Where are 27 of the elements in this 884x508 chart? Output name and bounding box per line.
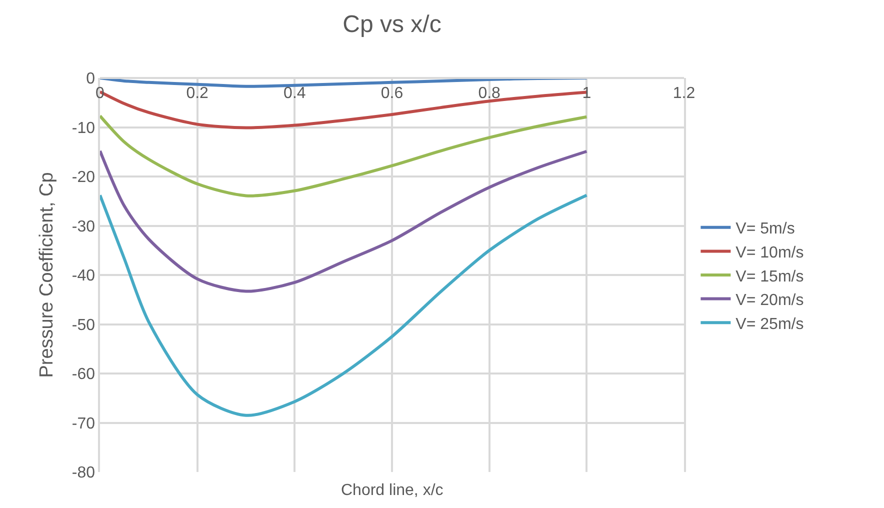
- y-tick-label: -10: [72, 120, 96, 137]
- y-tick-label: -80: [72, 464, 96, 482]
- legend-label: V= 5m/s: [736, 220, 795, 238]
- line-series: [100, 78, 588, 88]
- y-tick-label: -20: [72, 169, 96, 186]
- chart-title: Cp vs x/c: [342, 11, 442, 38]
- line-series: [100, 194, 588, 417]
- y-tick-label: -70: [72, 415, 96, 432]
- line-series: [100, 149, 588, 293]
- y-tick-label: 0: [86, 70, 96, 88]
- legend-label: V= 15m/s: [736, 268, 804, 286]
- x-tick-label: 1: [582, 84, 592, 102]
- x-tick-label: 0.8: [478, 84, 501, 102]
- legend-label: V= 25m/s: [736, 316, 804, 333]
- legend-label: V= 20m/s: [736, 292, 804, 310]
- x-tick-label: 1.2: [672, 84, 696, 102]
- line-series: [100, 114, 588, 198]
- x-tick-label: 0.6: [380, 84, 404, 102]
- x-axis-title: Chord line, x/c: [341, 482, 444, 499]
- y-tick-label: -30: [72, 218, 96, 236]
- y-axis-title: Pressure Coefficient, Cp: [36, 172, 58, 378]
- legend-label: V= 10m/s: [736, 244, 804, 262]
- x-tick-label: 0.2: [186, 84, 209, 102]
- y-tick-label: -60: [72, 366, 96, 384]
- x-tick-label: 0.4: [284, 84, 306, 102]
- y-tick-label: -50: [72, 316, 96, 334]
- y-tick-label: -40: [72, 268, 96, 285]
